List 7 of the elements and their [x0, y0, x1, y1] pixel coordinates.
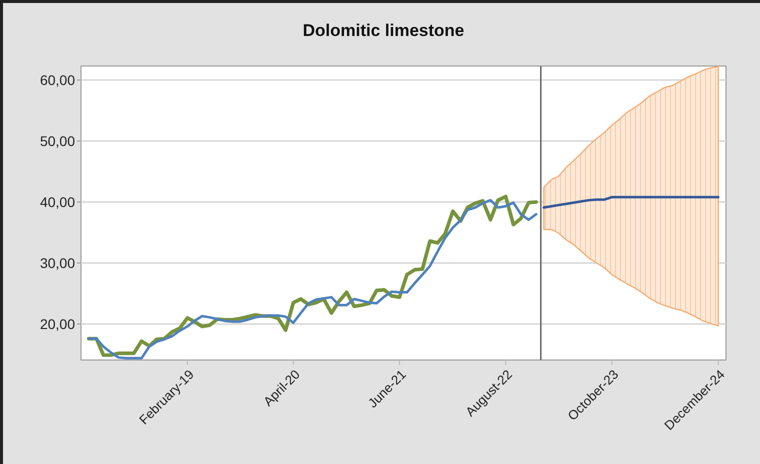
- y-tick-label: 50,00: [40, 132, 76, 149]
- y-tick-label: 40,00: [40, 194, 76, 210]
- y-tick-label: 30,00: [40, 254, 76, 271]
- line-series: [542, 196, 720, 209]
- y-tick-label: 60,00: [40, 72, 76, 88]
- y-tick-label: 20,00: [40, 316, 76, 332]
- chart-title: Dolomitic limestone: [302, 21, 464, 40]
